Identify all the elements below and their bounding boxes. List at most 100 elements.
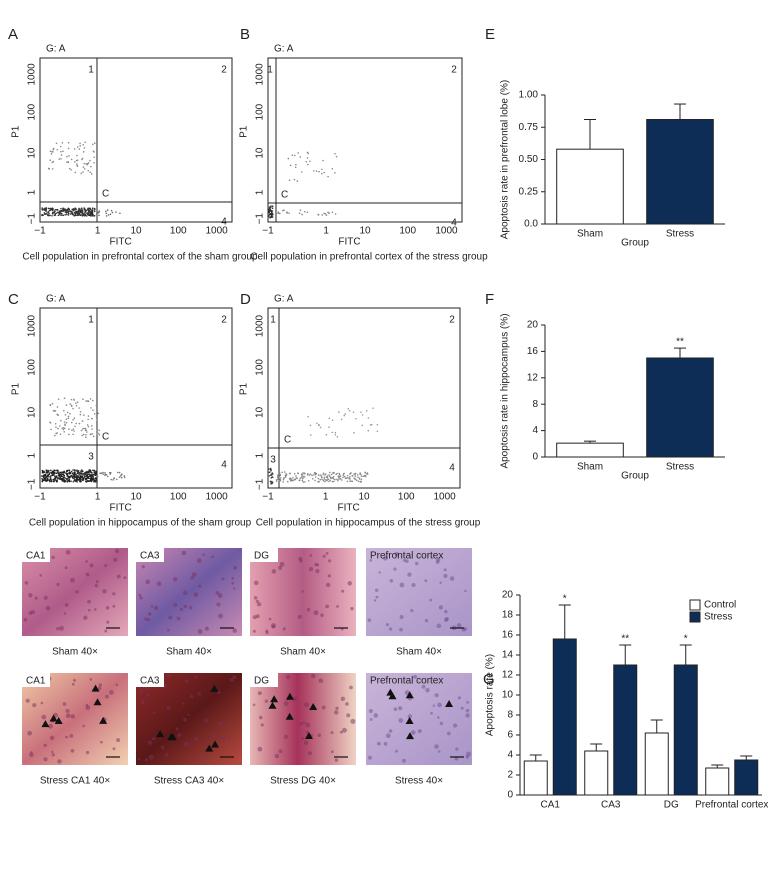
event-dot: [49, 207, 52, 210]
y-axis-label: P1: [239, 125, 250, 138]
x-tick-label: −1: [34, 226, 46, 237]
event-dot: [297, 152, 299, 154]
cell-nucleus: [172, 577, 178, 582]
event-dot: [316, 422, 318, 425]
event-dot: [87, 213, 89, 216]
event-dot: [76, 154, 78, 157]
event-dot: [67, 211, 70, 213]
event-dot: [57, 472, 60, 475]
event-dot: [112, 479, 114, 481]
event-dot: [52, 211, 54, 214]
gate-label: G: A: [46, 44, 66, 55]
event-dot: [324, 480, 326, 483]
event-dot: [44, 207, 47, 210]
cell-nucleus: [233, 587, 236, 590]
event-dot: [298, 212, 301, 215]
event-dot: [302, 481, 305, 483]
cell-nucleus: [182, 590, 188, 596]
event-dot: [80, 172, 82, 175]
event-dot: [81, 469, 83, 471]
cell-nucleus: [115, 683, 119, 687]
event-dot: [343, 414, 346, 417]
apoptosis-marker: [156, 730, 165, 738]
event-dot: [362, 475, 364, 478]
apoptosis-marker: [41, 720, 50, 728]
cell-nucleus: [94, 608, 97, 611]
event-dot: [276, 479, 278, 481]
event-dot: [69, 471, 72, 474]
event-dot: [63, 397, 66, 399]
cell-nucleus: [166, 705, 171, 710]
cell-nucleus: [465, 713, 470, 718]
event-dot: [93, 142, 96, 144]
event-dot: [77, 470, 80, 472]
cell-nucleus: [194, 675, 198, 679]
cell-nucleus: [56, 582, 60, 587]
event-dot: [87, 169, 90, 172]
event-dot: [66, 481, 69, 483]
cell-nucleus: [65, 549, 71, 555]
event-dot: [268, 468, 270, 470]
event-dot: [355, 479, 358, 482]
cell-nucleus: [232, 628, 237, 633]
event-dot: [66, 210, 69, 212]
cell-nucleus: [166, 628, 170, 632]
gate-center-label: C: [102, 432, 109, 443]
apoptosis-marker: [285, 692, 294, 700]
cell-nucleus: [175, 727, 179, 731]
event-dot: [45, 479, 48, 481]
significance-label: **: [676, 337, 684, 348]
cell-nucleus: [114, 548, 120, 554]
y-tick-label: 2: [507, 770, 513, 781]
cell-nucleus: [193, 592, 199, 597]
panel-caption: Cell population in prefrontal cortex of …: [250, 252, 488, 263]
cell-nucleus: [321, 705, 326, 710]
event-dot: [73, 399, 75, 401]
event-dot: [81, 475, 84, 477]
y-tick-label: −1: [27, 478, 38, 490]
event-dot: [93, 208, 96, 211]
event-dot: [64, 472, 66, 474]
event-dot: [271, 207, 274, 209]
event-dot: [295, 163, 297, 166]
y-tick-label: 8: [507, 710, 513, 721]
cell-nucleus: [407, 714, 413, 719]
event-dot: [322, 479, 325, 482]
event-dot: [76, 472, 79, 475]
cell-nucleus: [165, 753, 169, 757]
event-dot: [271, 210, 274, 212]
micrograph-caption: Stress CA1 40×: [40, 776, 110, 787]
cell-nucleus: [204, 744, 208, 747]
cell-nucleus: [443, 617, 449, 622]
event-dot: [43, 474, 45, 476]
y-tick-label: 100: [27, 103, 38, 120]
cell-nucleus: [173, 602, 178, 608]
event-dot: [72, 418, 74, 421]
event-dot: [97, 212, 100, 214]
event-dot: [342, 476, 344, 479]
event-dot: [318, 424, 320, 427]
cell-nucleus: [218, 613, 224, 619]
cell-nucleus: [271, 569, 277, 574]
event-dot: [331, 480, 334, 483]
cell-nucleus: [330, 750, 334, 754]
event-dot: [321, 476, 323, 479]
event-dot: [278, 471, 281, 474]
event-dot: [323, 476, 326, 479]
event-dot: [361, 414, 364, 416]
event-dot: [76, 401, 79, 403]
event-dot: [268, 471, 271, 474]
cell-nucleus: [257, 746, 263, 752]
cell-nucleus: [176, 733, 181, 738]
event-dot: [73, 474, 76, 477]
event-dot: [105, 212, 107, 215]
event-dot: [66, 161, 68, 163]
y-tick-label: 10: [255, 147, 266, 159]
event-dot: [90, 425, 93, 427]
event-dot: [79, 476, 82, 479]
event-dot: [344, 413, 347, 415]
cell-nucleus: [410, 730, 416, 735]
cell-nucleus: [434, 693, 439, 698]
cell-nucleus: [466, 751, 471, 757]
cell-nucleus: [307, 751, 312, 756]
